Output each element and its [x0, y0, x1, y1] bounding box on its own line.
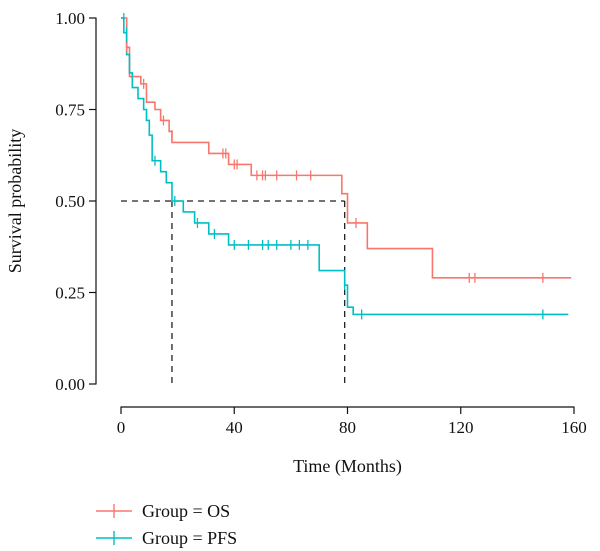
- axes: [95, 17, 575, 408]
- curve-group-pfs: [121, 17, 569, 316]
- y-axis-title: Survival probability: [5, 129, 25, 273]
- legend-item: Group = OS: [96, 501, 230, 521]
- y-tick-label: 0.25: [55, 284, 85, 303]
- legend-label: Group = OS: [142, 501, 230, 521]
- median-reference-lines: [121, 200, 346, 384]
- x-tick-label: 160: [561, 418, 587, 437]
- x-axis-title: Time (Months): [293, 456, 402, 477]
- legend-item: Group = PFS: [96, 528, 237, 548]
- legend: Group = OS Group = PFS: [96, 501, 237, 548]
- x-ticks: 0 40 80 120 160: [117, 407, 587, 437]
- x-tick-label: 0: [117, 418, 126, 437]
- survival-curves: [121, 17, 572, 316]
- y-tick-label: 0.00: [55, 375, 85, 394]
- y-tick-label: 0.50: [55, 192, 85, 211]
- x-tick-label: 40: [226, 418, 243, 437]
- legend-label: Group = PFS: [142, 528, 237, 548]
- y-tick-label: 1.00: [55, 9, 85, 28]
- x-tick-label: 120: [448, 418, 474, 437]
- y-tick-label: 0.75: [55, 101, 85, 120]
- x-tick-label: 80: [339, 418, 356, 437]
- curve-group-os: [121, 17, 572, 279]
- censor-marks: [123, 13, 544, 320]
- y-ticks: 0.00 0.25 0.50 0.75 1.00: [55, 9, 96, 394]
